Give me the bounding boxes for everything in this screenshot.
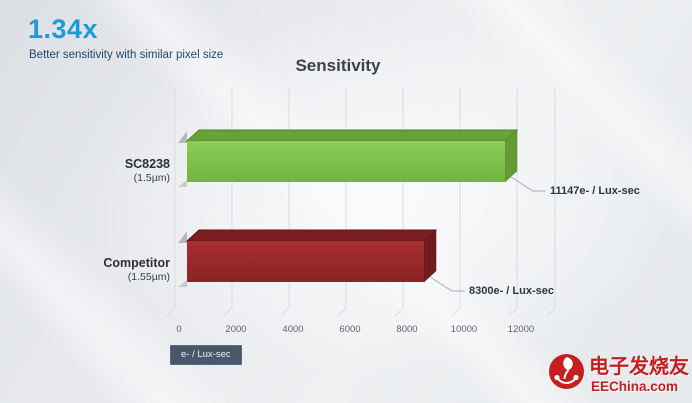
callout-line: [429, 276, 465, 292]
category-pixel-size: (1.5µm): [133, 172, 170, 185]
svg-text:8000: 8000: [396, 324, 417, 335]
elecfans-logo-icon: [549, 354, 584, 389]
svg-text:10000: 10000: [451, 324, 477, 335]
callout-line: [510, 176, 546, 192]
watermark-site-url: EEChina.com: [591, 379, 679, 394]
bar-competitor: [178, 229, 465, 292]
category-name: Competitor: [103, 256, 170, 270]
unit-badge: e- / Lux-sec: [170, 345, 242, 365]
category-label-competitor: Competitor (1.55µm): [40, 256, 170, 283]
svg-text:0: 0: [176, 324, 181, 335]
bar-sc8238: [178, 129, 546, 192]
x-axis-tick-labels: 0 2000 4000 6000 8000 10000 12000: [176, 324, 534, 335]
svg-text:4000: 4000: [282, 324, 303, 335]
chart-title: Sensitivity: [295, 56, 381, 75]
multiplier-value: 1.34x: [28, 14, 99, 44]
category-pixel-size: (1.55µm): [127, 271, 170, 284]
category-label-sc8238: SC8238 (1.5µm): [40, 157, 170, 184]
svg-text:12000: 12000: [508, 324, 534, 335]
category-name: SC8238: [124, 157, 170, 171]
multiplier-subtitle: Better sensitivity with similar pixel si…: [29, 49, 224, 61]
svg-text:6000: 6000: [339, 324, 360, 335]
value-callout-sc8238: 11147e- / Lux-sec: [550, 185, 640, 197]
watermark: 电子发烧友 EEChina.com: [546, 350, 692, 403]
watermark-site-name: 电子发烧友: [589, 356, 689, 378]
value-callout-competitor: 8300e- / Lux-sec: [469, 285, 554, 297]
svg-text:2000: 2000: [225, 324, 246, 335]
